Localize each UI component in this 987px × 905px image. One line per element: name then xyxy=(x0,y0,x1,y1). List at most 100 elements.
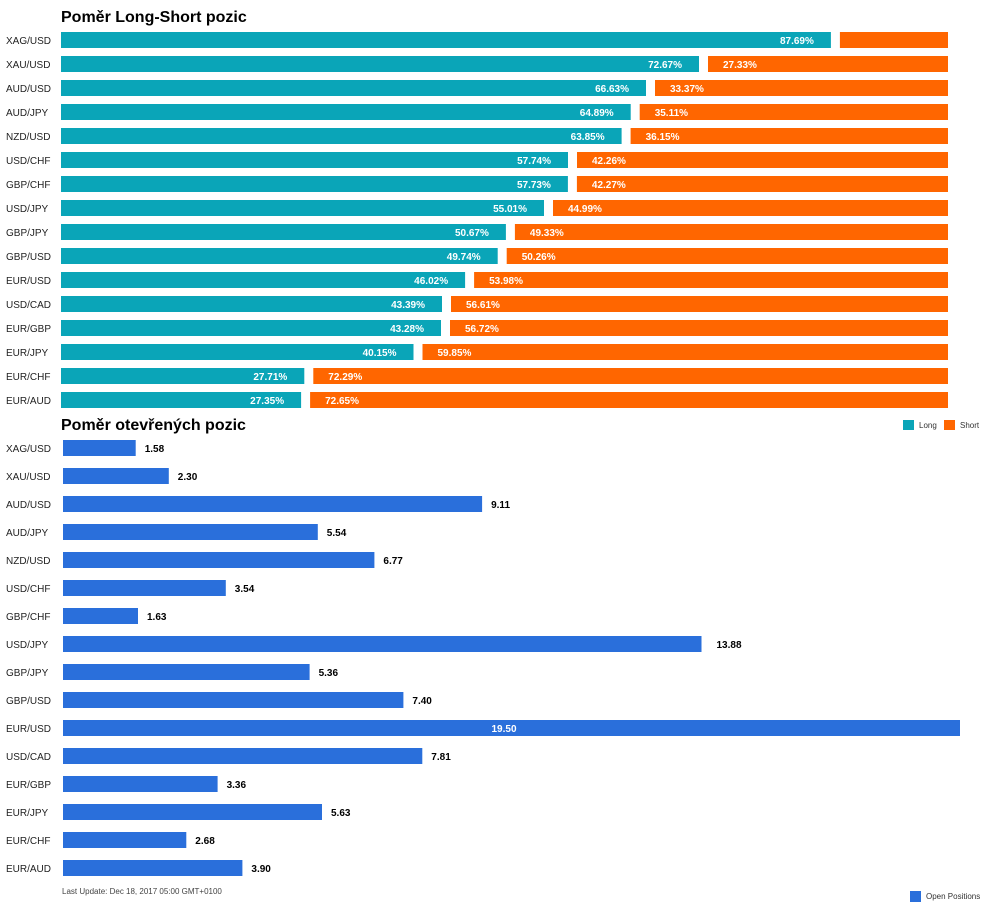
category-label: USD/CHF xyxy=(6,156,50,167)
open-positions-value-label: 19.50 xyxy=(492,724,517,735)
open-positions-bar xyxy=(63,664,310,680)
open-positions-bar xyxy=(63,776,218,792)
short-bar xyxy=(576,176,948,192)
category-label: EUR/GBP xyxy=(6,324,51,335)
category-label: EUR/USD xyxy=(6,724,51,735)
open-positions-bar xyxy=(63,440,136,456)
long-value-label: 40.15% xyxy=(363,348,397,359)
category-label: USD/JPY xyxy=(6,204,49,215)
open-positions-bar xyxy=(63,580,226,596)
category-label: EUR/AUD xyxy=(6,396,51,407)
last-update-text: Last Update: Dec 18, 2017 05:00 GMT+0100 xyxy=(62,887,222,896)
open-positions-chart-title: Poměr otevřených pozic xyxy=(61,417,246,434)
long-bar xyxy=(61,320,441,336)
legend-label-short: Short xyxy=(960,421,980,430)
long-short-chart: XAG/USD 87.69% XAU/USD 72.67% 27.33% AUD/USD 6… xyxy=(6,32,949,408)
open-positions-bar xyxy=(63,468,169,484)
open-positions-bar xyxy=(63,804,322,820)
short-value-label: 42.26% xyxy=(592,156,626,167)
open-positions-bar xyxy=(63,496,483,512)
category-label: GBP/JPY xyxy=(6,668,49,679)
open-positions-legend: Open Positions xyxy=(910,891,980,902)
open-positions-value-label: 3.54 xyxy=(235,584,255,595)
short-value-label: 35.11% xyxy=(655,108,688,119)
long-bar xyxy=(61,80,646,96)
category-label: EUR/CHF xyxy=(6,836,50,847)
long-value-label: 27.35% xyxy=(250,396,284,407)
category-label: AUD/JPY xyxy=(6,528,49,539)
short-value-label: 53.98% xyxy=(489,276,523,287)
short-bar xyxy=(422,344,948,360)
long-value-label: 64.89% xyxy=(580,108,614,119)
short-bar xyxy=(553,200,948,216)
legend-label-open-positions: Open Positions xyxy=(926,892,980,901)
open-positions-value-label: 13.88 xyxy=(717,640,742,651)
long-value-label: 43.39% xyxy=(391,300,425,311)
long-value-label: 63.85% xyxy=(571,132,605,143)
long-bar xyxy=(61,152,568,168)
short-bar xyxy=(514,224,948,240)
long-bar xyxy=(61,368,305,384)
long-value-label: 50.67% xyxy=(455,228,489,239)
long-bar xyxy=(61,224,506,240)
short-value-label: 42.27% xyxy=(592,180,626,191)
category-label: NZD/USD xyxy=(6,132,50,143)
category-label: GBP/CHF xyxy=(6,612,50,623)
legend-swatch-open-positions xyxy=(910,891,921,902)
open-positions-chart: XAG/USD 1.58 XAU/USD 2.30 AUD/USD 9.11 AUD/JPY… xyxy=(6,440,960,876)
short-bar xyxy=(639,104,948,120)
category-label: EUR/AUD xyxy=(6,864,51,875)
category-label: XAG/USD xyxy=(6,36,51,47)
category-label: GBP/CHF xyxy=(6,180,50,191)
category-label: XAG/USD xyxy=(6,444,51,455)
long-value-label: 57.74% xyxy=(517,156,551,167)
category-label: GBP/USD xyxy=(6,696,51,707)
short-value-label: 50.26% xyxy=(522,252,556,263)
long-short-legend: Long Short xyxy=(903,420,980,430)
category-label: EUR/CHF xyxy=(6,372,50,383)
open-positions-bar xyxy=(63,720,960,736)
long-value-label: 66.63% xyxy=(595,84,629,95)
short-value-label: 56.72% xyxy=(465,324,499,335)
category-label: GBP/USD xyxy=(6,252,51,263)
open-positions-value-label: 1.58 xyxy=(145,444,165,455)
open-positions-value-label: 3.36 xyxy=(227,780,247,791)
category-label: NZD/USD xyxy=(6,556,50,567)
category-label: AUD/USD xyxy=(6,500,51,511)
short-bar xyxy=(451,296,948,312)
short-bar xyxy=(506,248,948,264)
short-value-label: 27.33% xyxy=(723,60,757,71)
long-short-chart-title: Poměr Long-Short pozic xyxy=(61,9,247,26)
category-label: USD/CAD xyxy=(6,300,51,311)
legend-swatch-short xyxy=(944,420,955,430)
open-positions-bar xyxy=(63,692,404,708)
short-bar xyxy=(630,128,948,144)
category-label: EUR/JPY xyxy=(6,808,49,819)
long-value-label: 55.01% xyxy=(493,204,527,215)
open-positions-bar xyxy=(63,748,423,764)
open-positions-value-label: 5.54 xyxy=(327,528,347,539)
open-positions-bar xyxy=(63,860,243,876)
legend-label-long: Long xyxy=(919,421,937,430)
short-value-label: 72.65% xyxy=(325,396,359,407)
open-positions-value-label: 1.63 xyxy=(147,612,167,623)
category-label: EUR/USD xyxy=(6,276,51,287)
long-bar xyxy=(61,176,568,192)
short-bar xyxy=(474,272,948,288)
category-label: USD/JPY xyxy=(6,640,49,651)
short-bar xyxy=(313,368,948,384)
short-value-label: 59.85% xyxy=(438,348,472,359)
open-positions-value-label: 7.81 xyxy=(431,752,451,763)
long-value-label: 87.69% xyxy=(780,36,814,47)
open-positions-value-label: 9.11 xyxy=(491,500,510,511)
long-value-label: 49.74% xyxy=(447,252,481,263)
long-bar xyxy=(61,392,302,408)
open-positions-bar xyxy=(63,636,702,652)
short-value-label: 56.61% xyxy=(466,300,500,311)
open-positions-bar xyxy=(63,524,318,540)
long-bar xyxy=(61,296,442,312)
open-positions-value-label: 5.63 xyxy=(331,808,351,819)
category-label: XAU/USD xyxy=(6,60,50,71)
open-positions-value-label: 2.68 xyxy=(195,836,215,847)
